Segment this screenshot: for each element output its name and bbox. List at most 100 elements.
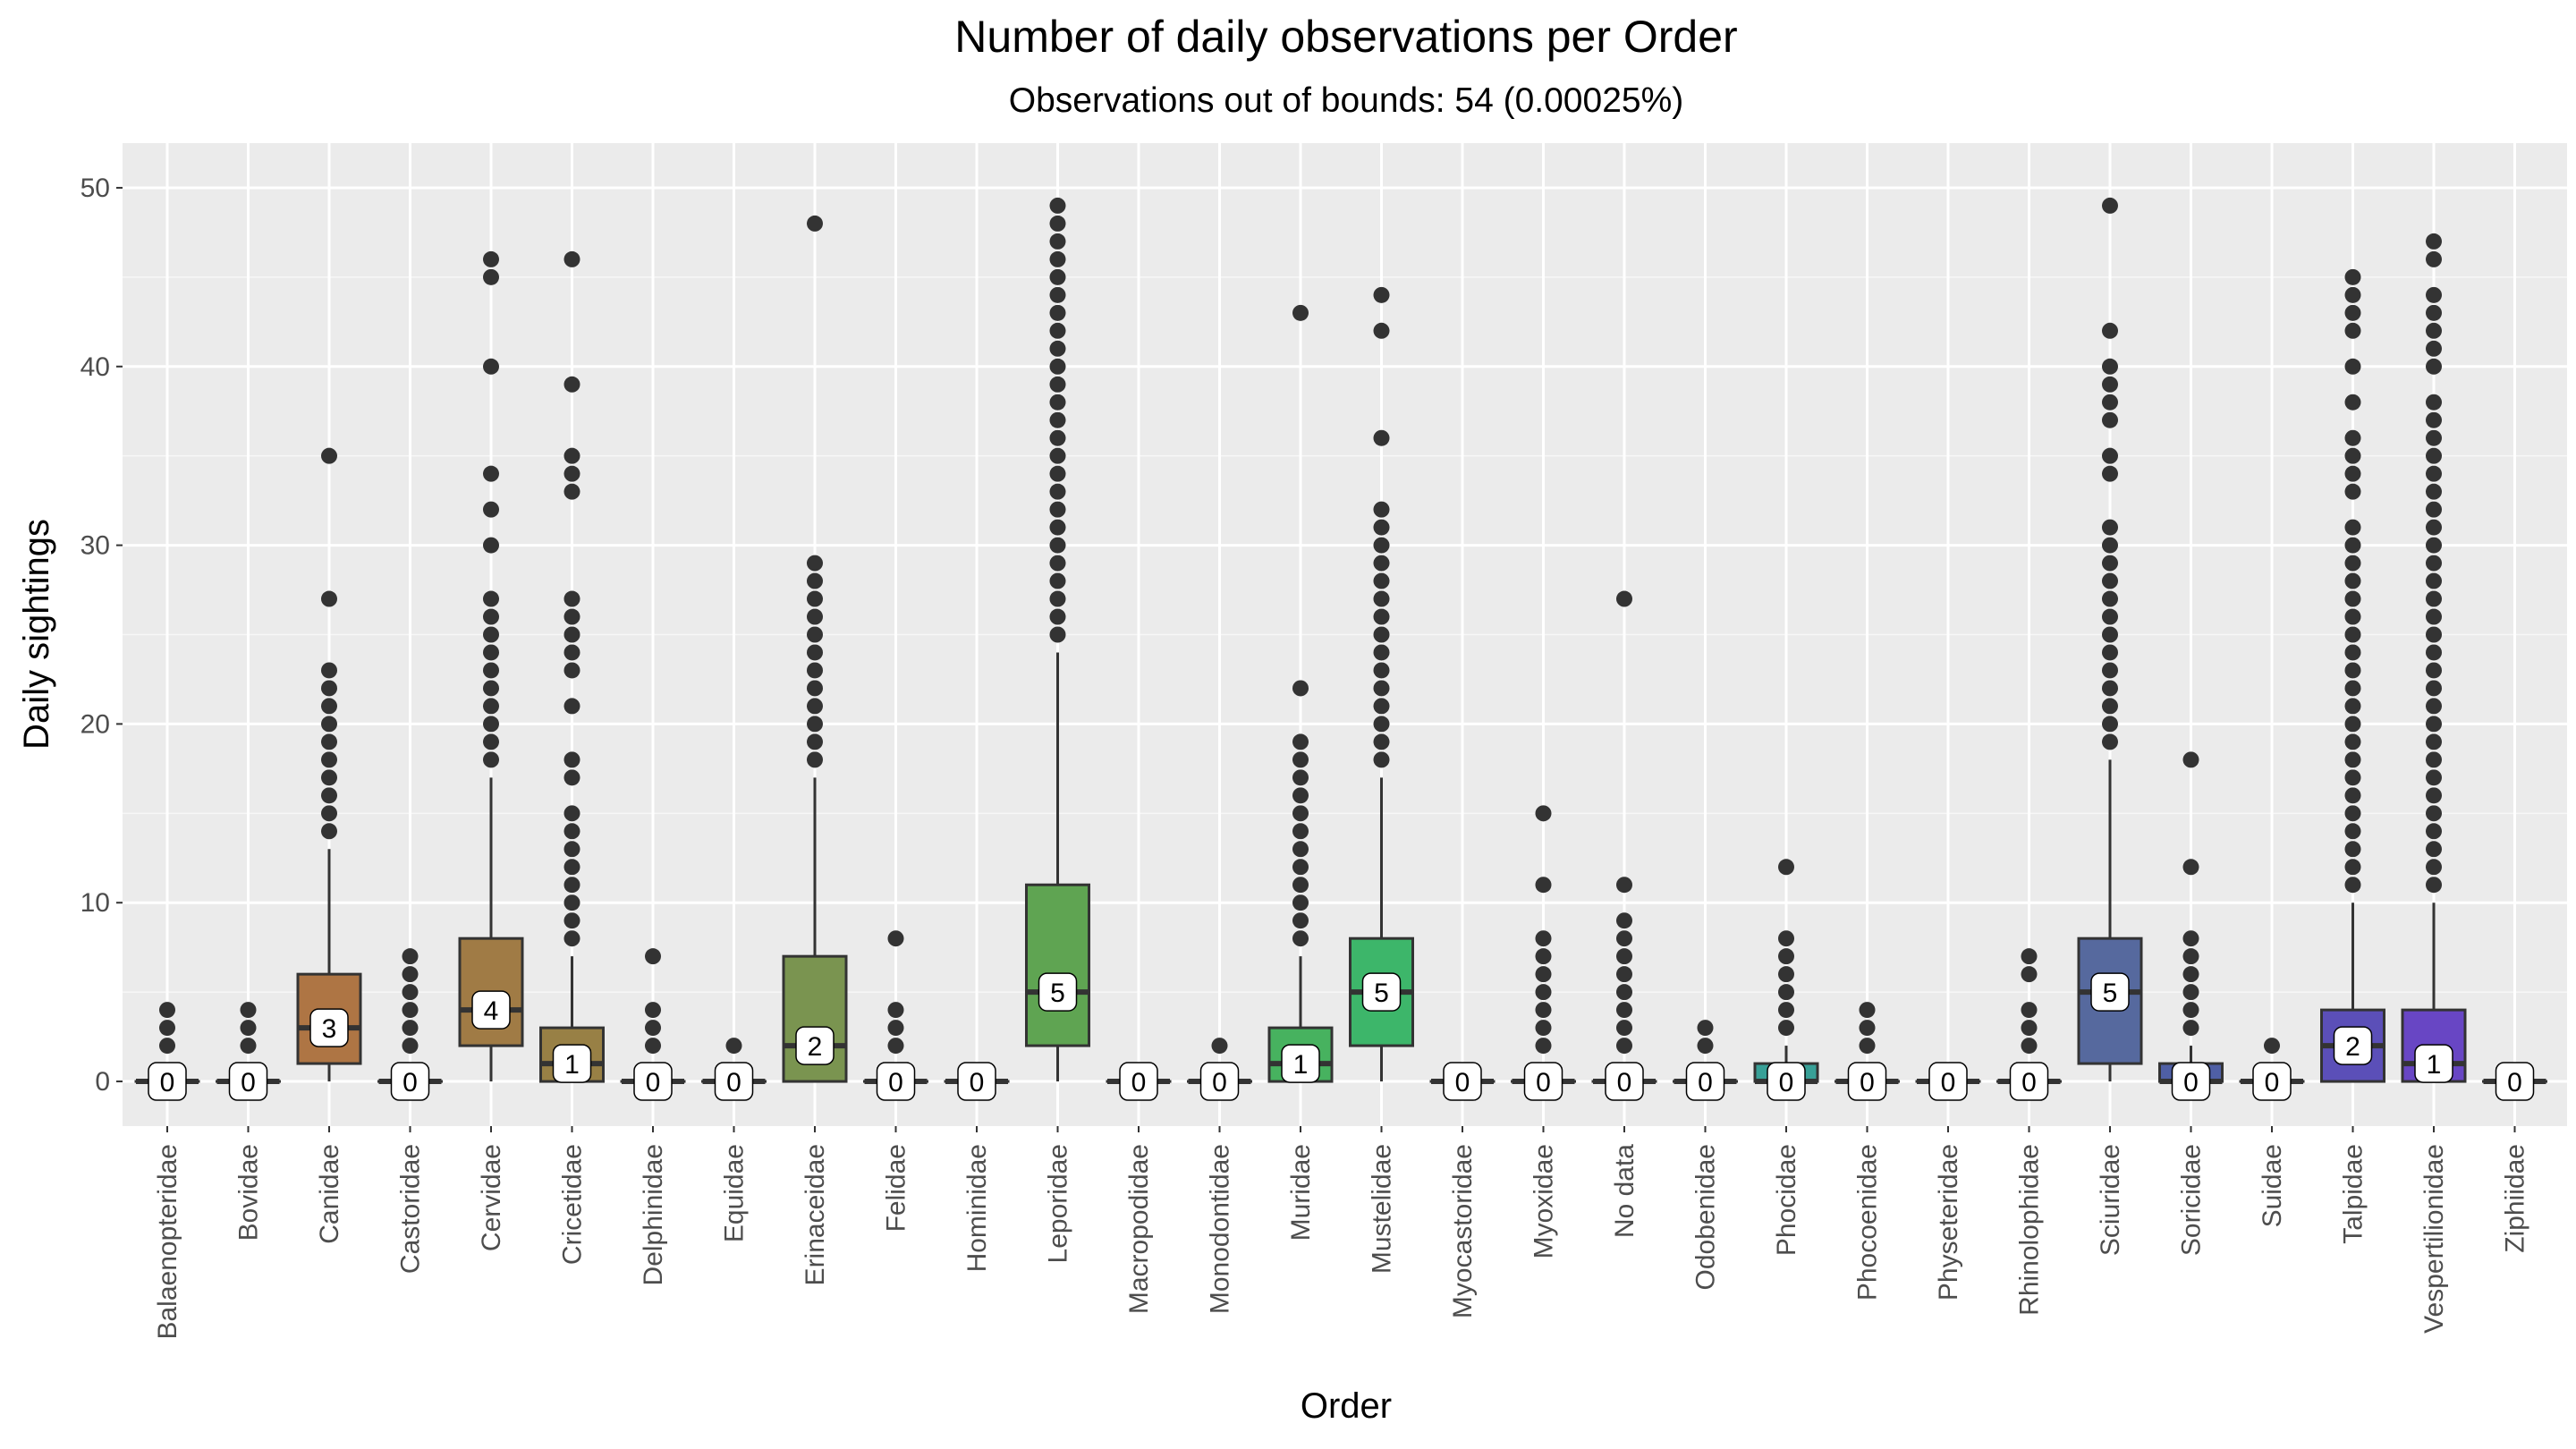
outlier-point — [321, 787, 337, 804]
median-label-box — [2171, 1062, 2211, 1101]
outlier-point — [2344, 841, 2361, 858]
outlier-point — [1049, 376, 1066, 393]
outlier-point — [1778, 859, 1794, 876]
outlier-point — [807, 590, 823, 607]
x-tick-label: Physeteridae — [1934, 1144, 1963, 1301]
outlier-point — [887, 1038, 904, 1055]
outlier-point — [483, 590, 499, 607]
outlier-point — [1778, 984, 1794, 1001]
outlier-point — [1292, 930, 1309, 947]
outlier-point — [725, 1038, 742, 1055]
outlier-point — [2426, 841, 2442, 858]
chart-title: Number of daily observations per Order — [954, 12, 1737, 62]
outlier-point — [483, 358, 499, 375]
outlier-point — [1616, 1038, 1632, 1055]
median-label: 5 — [1050, 979, 1065, 1008]
median-label-box — [714, 1062, 754, 1101]
outlier-point — [1373, 644, 1390, 661]
outlier-point — [2102, 465, 2118, 482]
median-label: 0 — [1536, 1068, 1551, 1097]
outlier-point — [1616, 930, 1632, 947]
outlier-point — [2426, 859, 2442, 876]
outlier-point — [1778, 966, 1794, 983]
outlier-point — [1373, 555, 1390, 572]
outlier-point — [564, 769, 580, 786]
outlier-point — [159, 1002, 175, 1019]
outlier-point — [2344, 787, 2361, 804]
outlier-point — [564, 894, 580, 911]
outlier-point — [1373, 733, 1390, 750]
outlier-point — [2426, 823, 2442, 840]
box-group-monodontidae: 0 — [1187, 1038, 1252, 1101]
outlier-point — [2344, 698, 2361, 715]
median-label-box — [390, 1062, 430, 1101]
outlier-point — [564, 823, 580, 840]
outlier-point — [2102, 733, 2118, 750]
outlier-point — [645, 1038, 661, 1055]
outlier-point — [564, 465, 580, 482]
outlier-point — [564, 590, 580, 607]
outlier-point — [1292, 733, 1309, 750]
y-tick-label: 20 — [80, 709, 110, 739]
median-label-box — [309, 1008, 349, 1047]
median-label: 4 — [484, 996, 499, 1026]
x-tick-label: Macropodidae — [1124, 1144, 1154, 1314]
outlier-point — [1535, 1020, 1552, 1037]
outlier-point — [645, 948, 661, 965]
outlier-point — [1535, 984, 1552, 1001]
outlier-point — [321, 590, 337, 607]
x-tick-label: Monodontidae — [1206, 1144, 1235, 1314]
median-label-box — [2009, 1062, 2049, 1101]
outlier-point — [2344, 537, 2361, 554]
median-label: 1 — [2427, 1050, 2442, 1080]
outlier-point — [1373, 590, 1390, 607]
outlier-point — [321, 698, 337, 715]
outlier-point — [564, 447, 580, 464]
median-label-box — [1281, 1044, 1320, 1083]
outlier-point — [2182, 1020, 2199, 1037]
outlier-point — [1616, 1002, 1632, 1019]
x-tick-label: Suidae — [2258, 1144, 2287, 1227]
outlier-point — [807, 751, 823, 768]
outlier-point — [2426, 805, 2442, 822]
outlier-point — [2426, 572, 2442, 589]
outlier-point — [1049, 483, 1066, 500]
outlier-point — [1778, 948, 1794, 965]
outlier-point — [807, 215, 823, 232]
outlier-point — [483, 537, 499, 554]
outlier-point — [1049, 411, 1066, 428]
box-group-cervidae: 4 — [458, 250, 524, 1082]
outlier-point — [1859, 1020, 1876, 1037]
outlier-point — [807, 608, 823, 625]
median-label: 0 — [646, 1068, 661, 1097]
median-label: 0 — [160, 1068, 175, 1097]
outlier-point — [1292, 805, 1309, 822]
outlier-point — [483, 716, 499, 733]
outlier-point — [483, 698, 499, 715]
median-label-box — [2090, 972, 2130, 1012]
outlier-point — [645, 1020, 661, 1037]
outlier-point — [2426, 537, 2442, 554]
outlier-point — [1049, 286, 1066, 303]
outlier-point — [321, 662, 337, 679]
median-label: 0 — [1860, 1068, 1875, 1097]
outlier-point — [321, 805, 337, 822]
outlier-point — [2426, 340, 2442, 357]
box-group-felidae: 0 — [863, 930, 928, 1101]
outlier-point — [2021, 966, 2038, 983]
y-axis: 0 10 20 30 40 50 — [80, 174, 123, 1097]
outlier-point — [887, 1002, 904, 1019]
outlier-point — [1049, 215, 1066, 232]
outlier-point — [1292, 894, 1309, 911]
median-label-box — [148, 1062, 187, 1101]
median-label-box — [1443, 1062, 1482, 1101]
outlier-point — [1049, 501, 1066, 518]
outlier-point — [2102, 555, 2118, 572]
outlier-point — [1049, 429, 1066, 446]
x-tick-label: Mustelidae — [1368, 1144, 1397, 1274]
box-group-suidae: 0 — [2239, 1038, 2305, 1101]
outlier-point — [2344, 358, 2361, 375]
outlier-point — [483, 680, 499, 697]
outlier-point — [2344, 608, 2361, 625]
outlier-point — [2344, 394, 2361, 411]
